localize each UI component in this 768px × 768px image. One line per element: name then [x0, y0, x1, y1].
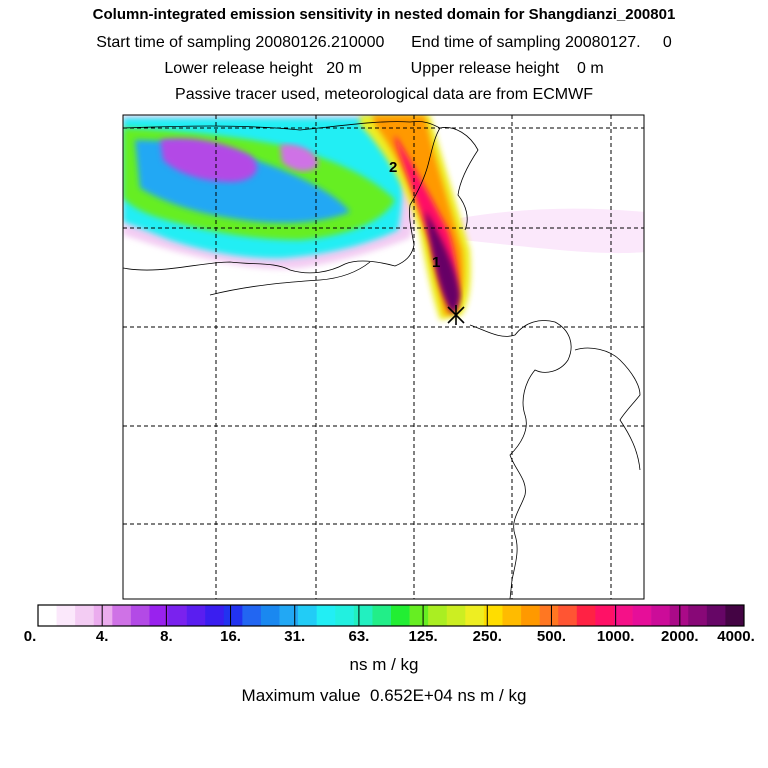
sensitivity-region-purple	[160, 138, 258, 182]
colorbar-cell	[558, 605, 578, 626]
colorbar-cell	[335, 605, 355, 626]
border-line-middle	[123, 127, 441, 274]
maximum-value: Maximum value 0.652E+04 ns m / kg	[241, 686, 527, 705]
coastline-east	[469, 320, 572, 599]
colorbar-cell	[93, 605, 113, 626]
sampling-times: Start time of sampling 20080126.210000 E…	[96, 34, 672, 51]
colorbar-tick-label: 500.	[536, 628, 567, 645]
colorbar-cell	[205, 605, 225, 626]
colorbar-cell	[539, 605, 559, 626]
colorbar-cell	[353, 605, 373, 626]
coastline-north-east	[439, 127, 479, 231]
colorbar-cell	[651, 605, 670, 626]
colorbar-tick-label: 250.	[472, 628, 502, 645]
colorbar-tick-label: 2000.	[661, 628, 699, 645]
coastline-peninsula	[574, 347, 641, 471]
colorbar-cell	[38, 605, 57, 626]
colorbar-cell	[706, 605, 726, 626]
colorbar-cell	[613, 605, 633, 626]
colorbar-cell	[595, 605, 615, 626]
sensitivity-region-purple-2	[280, 144, 318, 172]
map-grid	[123, 115, 644, 599]
colorbar-tick-label: 0.	[23, 628, 37, 645]
colorbar-tick-label: 125.	[408, 628, 438, 645]
colorbar-cell	[298, 605, 317, 626]
border-line-north	[123, 121, 441, 131]
colorbar-cell	[521, 605, 540, 626]
colorbar-cell	[446, 605, 466, 626]
colorbar-tick-label: 4.	[95, 628, 109, 645]
colorbar-tick-label: 16.	[220, 628, 241, 645]
colorbar-cell	[409, 605, 429, 626]
colorbar-cell	[168, 605, 187, 626]
colorbar-cell	[576, 605, 596, 626]
colorbar-tick-label: 1000.	[596, 628, 635, 645]
colorbar-cell	[223, 605, 243, 626]
colorbar-units: ns m / kg	[349, 655, 419, 674]
colorbar-cell	[391, 605, 410, 626]
colorbar-cell	[669, 605, 689, 626]
faint-plume-east	[460, 208, 644, 254]
colorbar-frame	[37, 604, 745, 627]
colorbar-cell	[260, 605, 280, 626]
colorbar-tick-label: 63.	[348, 628, 370, 645]
map-frame	[122, 114, 645, 600]
colorbar-cell	[130, 605, 150, 626]
colorbar-cell	[372, 605, 392, 626]
colorbar-tick-label: 8.	[160, 628, 173, 645]
point-label-2: 2	[389, 159, 397, 176]
colorbar-cell	[279, 605, 299, 626]
map-title: Column-integrated emission sensitivity i…	[92, 6, 676, 23]
colorbar-cell	[112, 605, 132, 626]
sensitivity-region-max	[425, 210, 460, 314]
colorbar-cell	[186, 605, 206, 626]
border-line-south	[209, 261, 371, 296]
colorbar-cell	[483, 605, 503, 626]
colorbar-tick-label: 4000.	[717, 628, 755, 645]
colorbar-cell	[688, 605, 708, 626]
release-point-marker	[447, 305, 465, 325]
colorbar-cell	[725, 605, 745, 626]
colorbar-cell	[75, 605, 95, 626]
colorbar-cell	[56, 605, 76, 626]
colorbar-cell	[428, 605, 448, 626]
colorbar-tick-label: 31.	[284, 628, 306, 645]
tracer-info: Passive tracer used, meteorological data…	[175, 86, 593, 103]
release-heights: Lower release height 20 m Upper release …	[164, 60, 604, 77]
colorbar-cell	[149, 605, 169, 626]
colorbar-cell	[502, 605, 522, 626]
colorbar-cell	[465, 605, 485, 626]
colorbar-cell	[316, 605, 336, 626]
colorbar-cell	[242, 605, 262, 626]
point-label-1: 1	[432, 254, 440, 271]
colorbar-cell	[632, 605, 652, 626]
